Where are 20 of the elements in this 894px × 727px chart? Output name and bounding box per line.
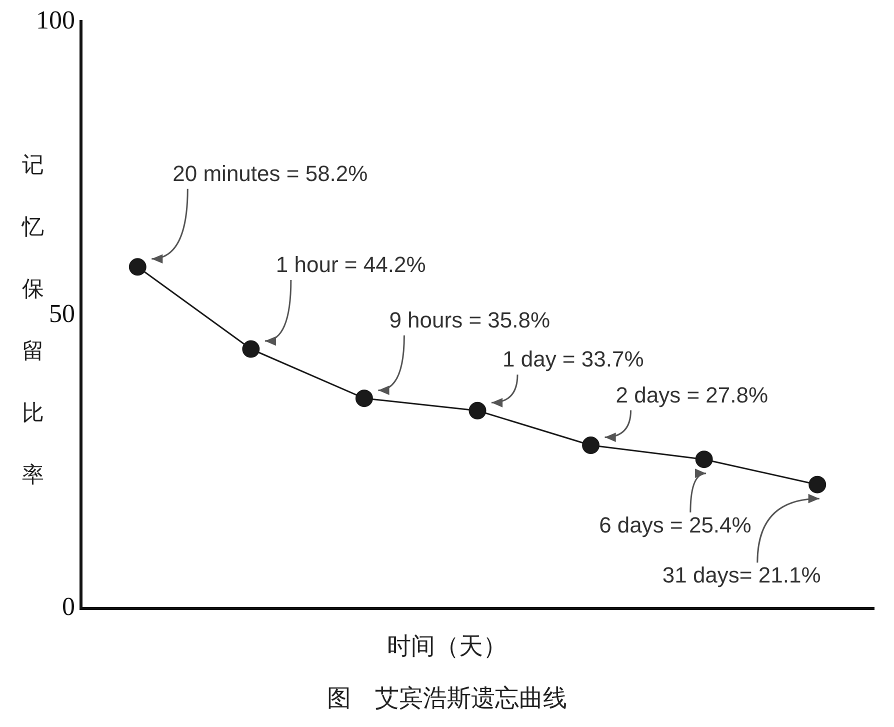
point [128,258,146,276]
y-tick-label: 50 [49,298,75,328]
y-tick-label: 0 [62,592,75,622]
point [808,476,826,494]
annotation: 6 days = 25.4% [599,512,752,538]
point [695,450,713,468]
annotation: 20 minutes = 58.2% [172,160,368,186]
point [468,402,486,420]
y-tick-label: 100 [36,5,75,34]
text: 记忆保留比率 [22,153,44,488]
annotation: 1 day = 33.7% [502,346,644,372]
annotation: 9 hours = 35.8% [389,307,550,332]
point [355,390,373,408]
annotation: 2 days = 27.8% [616,382,768,408]
annotation: 1 hour = 44.2% [276,252,426,278]
point [242,340,260,358]
point [582,436,600,454]
text: 图 艾宾浩斯遗忘曲线 [326,683,568,714]
annotation: 31 days= 21.1% [662,562,821,588]
x-axis-title: 时间（天） [386,631,508,662]
